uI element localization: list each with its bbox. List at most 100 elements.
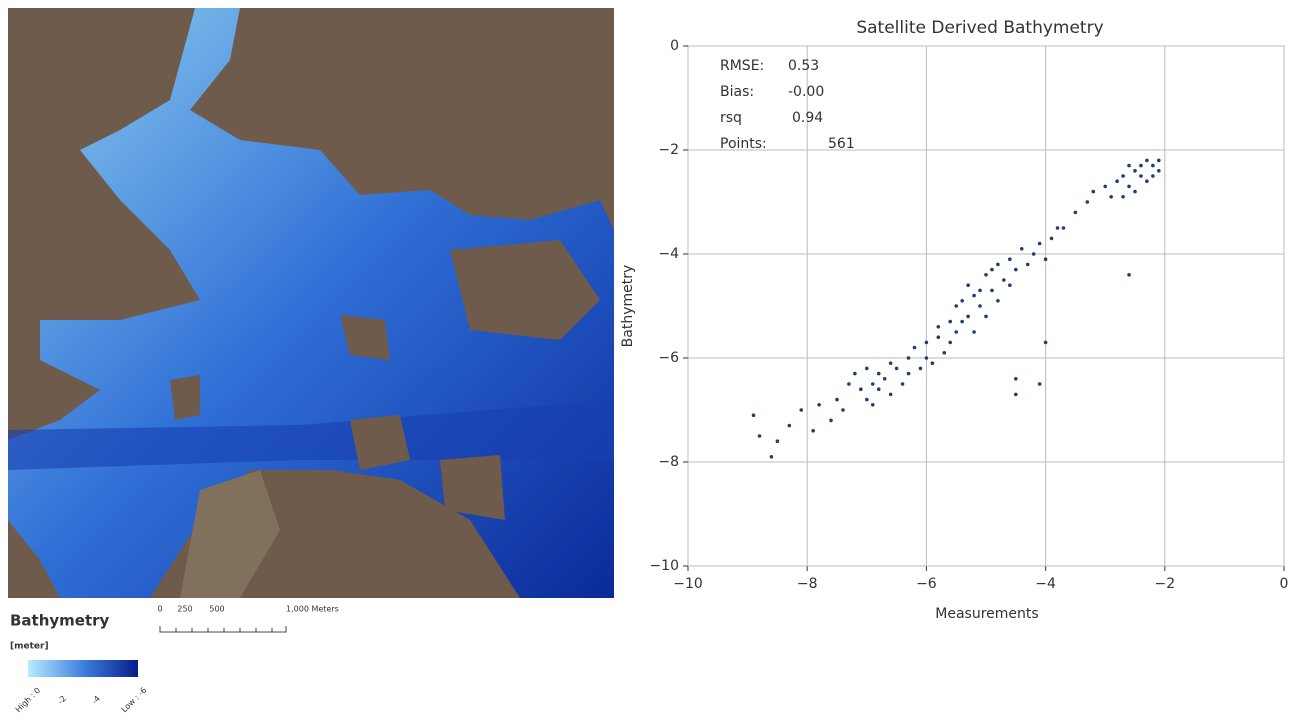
point	[1127, 273, 1131, 277]
point	[811, 429, 815, 433]
x-axis-label: Measurements	[935, 606, 1038, 622]
y-axis-label: Bathymetry	[620, 265, 636, 348]
point	[853, 371, 857, 376]
point	[954, 304, 958, 308]
point	[1121, 195, 1125, 199]
point	[751, 413, 756, 418]
stat-value: 0.53	[788, 58, 819, 74]
island	[340, 315, 390, 360]
channel	[8, 400, 614, 470]
point	[787, 423, 792, 428]
point	[757, 434, 762, 438]
point	[996, 262, 1000, 267]
x-tick-label: −8	[797, 576, 818, 592]
shoal	[180, 470, 280, 598]
point	[1002, 278, 1006, 282]
plot-frame	[687, 45, 1285, 567]
point	[1008, 257, 1012, 262]
point	[972, 330, 976, 334]
y-tick-label: 0	[670, 38, 679, 54]
stat-label: RMSE:	[720, 58, 764, 74]
point	[882, 377, 887, 381]
point	[1008, 283, 1012, 288]
point	[1014, 377, 1018, 381]
ramp-label: -4	[90, 694, 102, 706]
scale-bar	[159, 626, 287, 633]
x-tick-label: −4	[1035, 576, 1056, 592]
point	[1025, 262, 1030, 267]
point	[1151, 174, 1155, 178]
point	[847, 382, 851, 386]
point	[1031, 252, 1036, 256]
scale-label: 250	[177, 605, 192, 614]
point	[1043, 257, 1048, 262]
scale-label: 1,000 Meters	[286, 605, 339, 614]
point	[1103, 184, 1107, 189]
point	[841, 408, 845, 412]
stat-label: Points:	[720, 136, 767, 152]
y-tick-label: −2	[658, 142, 679, 158]
point	[906, 371, 911, 376]
y-tick-label: −6	[658, 350, 679, 366]
point	[1139, 174, 1143, 178]
color-ramp	[28, 660, 138, 677]
point	[865, 397, 869, 402]
point	[984, 273, 988, 277]
point	[870, 382, 875, 386]
point	[1121, 174, 1125, 178]
point	[876, 387, 881, 392]
point	[894, 366, 899, 371]
point	[1019, 247, 1024, 251]
x-tick-label: −6	[916, 576, 937, 592]
point	[1061, 226, 1066, 230]
point	[799, 408, 804, 412]
point	[966, 283, 970, 288]
point	[1145, 158, 1149, 163]
point	[769, 455, 774, 459]
x-tick-label: −10	[673, 576, 703, 592]
point	[924, 340, 929, 345]
point	[966, 314, 970, 319]
point	[948, 319, 953, 324]
point	[817, 403, 821, 407]
stat-label: rsq	[720, 110, 742, 126]
point	[954, 330, 958, 334]
point	[1145, 179, 1149, 183]
x-tick-label: 0	[1280, 576, 1289, 592]
map-legend: Bathymetry [meter]	[10, 612, 287, 677]
point	[936, 325, 941, 329]
point	[829, 418, 833, 423]
point	[942, 351, 947, 355]
island	[440, 455, 505, 520]
ramp-label: Low : -6	[120, 686, 149, 715]
point	[1091, 189, 1096, 194]
island	[170, 375, 200, 420]
point	[1139, 163, 1143, 168]
point	[1014, 267, 1018, 272]
scatter-chart: Satellite Derived Bathymetry Measurement…	[620, 18, 1285, 622]
y-tick-label: −4	[658, 246, 679, 262]
stat-value: 0.94	[792, 110, 823, 126]
point	[1127, 184, 1131, 189]
point	[960, 299, 964, 303]
scale-label: 0	[157, 605, 162, 614]
point	[978, 288, 982, 293]
point	[912, 345, 917, 350]
y-tick-label: −8	[658, 454, 679, 470]
ramp-label: High : 0	[14, 686, 42, 714]
point	[1049, 236, 1054, 241]
point	[948, 340, 953, 345]
point	[1037, 241, 1042, 246]
point	[978, 304, 982, 308]
y-tick-label: −10	[649, 558, 679, 574]
point	[1151, 163, 1155, 168]
point	[1055, 226, 1060, 230]
point	[990, 267, 994, 272]
point	[1157, 158, 1161, 163]
point	[1157, 169, 1161, 173]
point	[1115, 179, 1119, 183]
stat-value: -0.00	[788, 84, 824, 100]
point	[906, 356, 911, 360]
